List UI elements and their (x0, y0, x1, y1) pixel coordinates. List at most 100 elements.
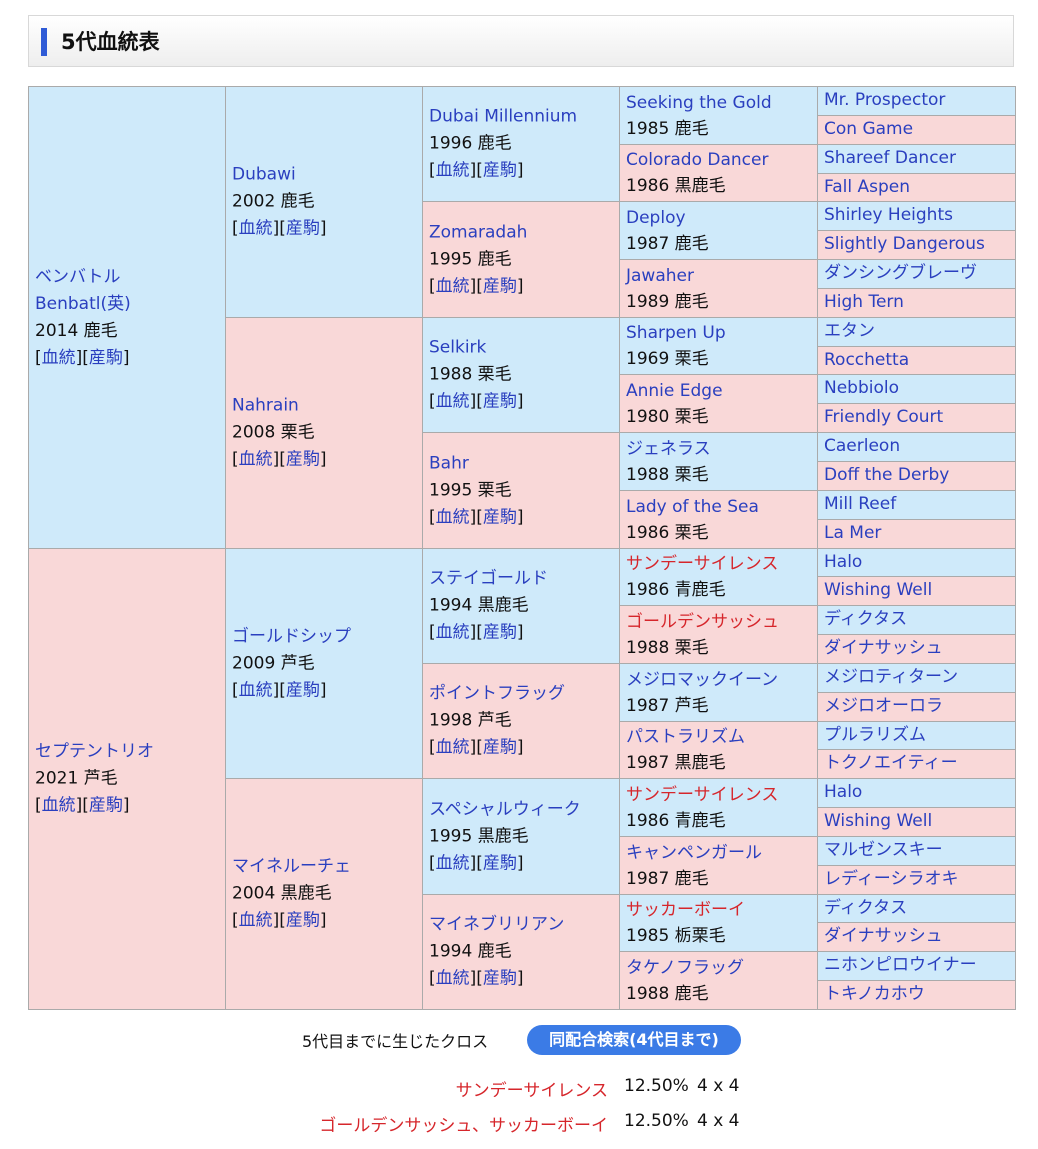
horse-name-link[interactable]: Sharpen Up (626, 323, 726, 343)
horse-name-link[interactable]: トクノエイティー (824, 753, 958, 773)
horse-name-link[interactable]: サンデーサイレンス (626, 554, 779, 574)
cross-horse-name[interactable]: ゴールデンサッシュ、サッカーボーイ (319, 1116, 608, 1136)
horse-name-link[interactable]: タケノフラッグ (626, 957, 744, 978)
horse-name-link[interactable]: Con Game (824, 119, 914, 139)
offspring-link[interactable]: 産駒 (88, 795, 123, 816)
horse-name-link[interactable]: Bahr (429, 453, 469, 473)
horse-name-link[interactable]: マルゼンスキー (824, 840, 943, 860)
horse-name-link[interactable]: ジェネラス (626, 438, 711, 459)
offspring-link[interactable]: 産駒 (88, 347, 123, 368)
horse-name-link[interactable]: Nahrain (232, 395, 299, 416)
horse-name-link[interactable]: High Tern (824, 292, 904, 312)
horse-name-link[interactable]: ゴールドシップ (232, 626, 351, 646)
horse-name-link[interactable]: Jawaher (626, 265, 694, 286)
pedigree-cell-gen3: スペシャルウィーク 1995 黒鹿毛 [血統][産駒] (422, 778, 620, 895)
blood-link[interactable]: 血統 (435, 622, 470, 643)
offspring-link[interactable]: 産駒 (285, 680, 320, 700)
blood-link[interactable]: 血統 (238, 680, 273, 700)
horse-name-link[interactable]: Mr. Prospector (824, 90, 946, 110)
pedigree-cell-gen5: エタン (817, 317, 1016, 347)
horse-name-link[interactable]: Doff the Derby (824, 465, 950, 485)
horse-name-link[interactable]: キャンペンガール (626, 842, 762, 863)
horse-name-link[interactable]: セプテントリオ (35, 741, 154, 762)
horse-name-link[interactable]: メジロオーロラ (824, 696, 943, 716)
cross-horse-name[interactable]: サンデーサイレンス (455, 1081, 608, 1101)
blood-link[interactable]: 血統 (435, 391, 470, 412)
horse-name-link[interactable]: エタン (824, 321, 875, 341)
horse-name-link[interactable]: Halo (824, 782, 863, 802)
horse-name-link[interactable]: プルラリズム (824, 725, 926, 745)
horse-name-link[interactable]: Shareef Dancer (824, 148, 956, 168)
horse-name-link[interactable]: Friendly Court (824, 407, 944, 427)
horse-name-link[interactable]: Fall Aspen (824, 177, 910, 197)
horse-name-link[interactable]: スペシャルウィーク (429, 799, 581, 819)
horse-name-link[interactable]: Rocchetta (824, 350, 910, 370)
horse-name-link[interactable]: La Mer (824, 523, 882, 543)
horse-name-link[interactable]: Shirley Heights (824, 205, 953, 225)
horse-name-link[interactable]: Lady of the Sea (626, 496, 759, 517)
horse-name-link[interactable]: レディーシラオキ (824, 869, 959, 889)
horse-name-link[interactable]: ステイゴールド (429, 568, 548, 589)
horse-name-link[interactable]: Nebbiolo (824, 378, 900, 398)
horse-name-link[interactable]: マイネブリリアン (429, 914, 565, 935)
horse-name-link[interactable]: Wishing Well (824, 580, 933, 600)
horse-name-link[interactable]: Deploy (626, 207, 686, 228)
blood-link[interactable]: 血統 (41, 795, 76, 816)
horse-name-link[interactable]: Dubai Millennium (429, 106, 578, 127)
blood-link[interactable]: 血統 (435, 737, 470, 758)
offspring-link[interactable]: 産駒 (482, 853, 517, 873)
blood-link[interactable]: 血統 (238, 449, 273, 470)
horse-name-link[interactable]: ディクタス (824, 609, 908, 629)
horse-name-link[interactable]: マイネルーチェ (232, 856, 351, 877)
blood-link[interactable]: 血統 (435, 276, 470, 296)
horse-name-link[interactable]: Slightly Dangerous (824, 234, 985, 254)
offspring-link[interactable]: 産駒 (482, 507, 517, 527)
horse-name-link[interactable]: メジロマックイーン (626, 669, 779, 690)
horse-birth-color: 1995 黒鹿毛 (429, 826, 529, 846)
offspring-link[interactable]: 産駒 (482, 622, 517, 643)
horse-name-link[interactable]: Caerleon (824, 436, 901, 456)
same-mating-search-button[interactable]: 同配合検索(4代目まで) (527, 1025, 741, 1055)
horse-name-link[interactable]: ポイントフラッグ (429, 683, 565, 704)
offspring-link[interactable]: 産駒 (482, 391, 517, 412)
horse-name-link[interactable]: ダンシングブレーヴ (824, 263, 977, 283)
blood-link[interactable]: 血統 (435, 968, 470, 989)
horse-name-link[interactable]: ダイナサッシュ (824, 638, 943, 658)
horse-name-link[interactable]: Halo (824, 552, 863, 572)
offspring-link[interactable]: 産駒 (285, 910, 320, 931)
horse-name-link[interactable]: ベンバトル (35, 266, 121, 287)
horse-name-alt-link[interactable]: Benbatl(英) (35, 293, 131, 314)
horse-name-link[interactable]: Dubawi (232, 164, 296, 185)
horse-name-link[interactable]: メジロティターン (824, 667, 959, 687)
pedigree-cell-content: プルラリズム (824, 722, 1013, 749)
pedigree-cell-content: Jawaher 1989 鹿毛 (626, 263, 815, 315)
horse-name-link[interactable]: Seeking the Gold (626, 92, 772, 113)
offspring-link[interactable]: 産駒 (285, 449, 320, 470)
horse-name-link[interactable]: ゴールデンサッシュ (626, 611, 779, 632)
horse-name-link[interactable]: パストラリズム (626, 727, 745, 747)
pedigree-table: ベンバトル Benbatl(英) 2014 鹿毛 [血統][産駒] セプテントリオ 202… (28, 86, 1016, 1010)
horse-name-link[interactable]: Wishing Well (824, 811, 933, 831)
horse-name-link[interactable]: サンデーサイレンス (626, 784, 779, 805)
horse-name-link[interactable]: トキノカホウ (824, 984, 925, 1004)
horse-name-link[interactable]: ニホンピロウイナー (824, 955, 977, 975)
offspring-link[interactable]: 産駒 (285, 218, 320, 239)
horse-name-link[interactable]: ダイナサッシュ (824, 926, 943, 946)
blood-link[interactable]: 血統 (238, 910, 273, 931)
horse-name-link[interactable]: Mill Reef (824, 494, 897, 514)
blood-link[interactable]: 血統 (41, 347, 76, 368)
blood-link[interactable]: 血統 (435, 853, 470, 873)
horse-name-link[interactable]: ディクタス (824, 898, 908, 918)
blood-link[interactable]: 血統 (435, 160, 470, 181)
horse-name-link[interactable]: Zomaradah (429, 222, 528, 242)
horse-name-link[interactable]: サッカーボーイ (626, 900, 745, 920)
blood-link[interactable]: 血統 (238, 218, 273, 239)
blood-link[interactable]: 血統 (435, 507, 470, 527)
offspring-link[interactable]: 産駒 (482, 160, 517, 181)
offspring-link[interactable]: 産駒 (482, 276, 517, 296)
horse-name-link[interactable]: Colorado Dancer (626, 150, 769, 170)
offspring-link[interactable]: 産駒 (482, 737, 517, 758)
horse-name-link[interactable]: Annie Edge (626, 380, 723, 401)
offspring-link[interactable]: 産駒 (482, 968, 517, 989)
horse-name-link[interactable]: Selkirk (429, 337, 487, 358)
